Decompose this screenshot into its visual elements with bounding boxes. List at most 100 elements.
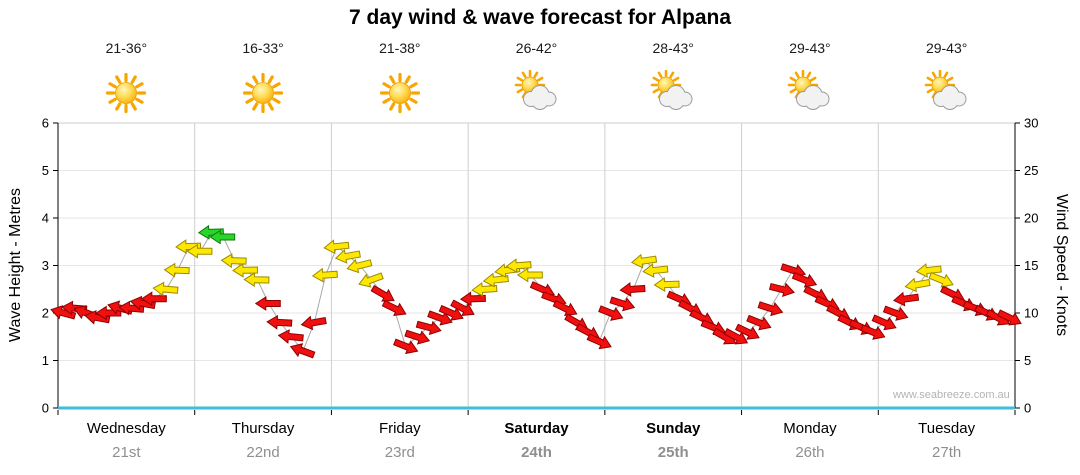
wind-arrow	[860, 324, 886, 340]
sun-cloud-icon	[924, 70, 967, 110]
wind-arrow	[746, 314, 772, 331]
sun-ray	[532, 71, 538, 79]
wind-arrow	[358, 272, 384, 288]
sun-ray	[267, 102, 274, 111]
sun-ray	[794, 71, 800, 79]
temp-range: 26-42°	[515, 40, 558, 56]
wind-arrow	[334, 249, 361, 264]
left-tick-label: 2	[42, 306, 49, 321]
right-tick-label: 0	[1024, 401, 1031, 416]
sun-cloud-icon	[787, 70, 830, 110]
sun-ray	[409, 82, 418, 89]
sun-cloud-icon	[650, 70, 693, 110]
right-tick-label: 10	[1024, 306, 1038, 321]
day-label: Saturday	[504, 420, 569, 437]
temp-range: 28-43°	[652, 40, 694, 56]
sun-ray	[130, 75, 138, 84]
temp-range: 29-43°	[925, 40, 968, 56]
sun-ray	[409, 97, 418, 104]
cloud-puff	[805, 94, 821, 109]
wind-arrow	[642, 263, 669, 278]
wind-arrow	[882, 305, 909, 321]
date-label: 21st	[112, 444, 141, 461]
sun-cloud-icon	[514, 70, 556, 110]
left-tick-label: 0	[42, 401, 49, 416]
wind-arrow	[552, 299, 578, 317]
wind-arrow	[197, 224, 224, 240]
left-tick-label: 1	[42, 353, 49, 368]
date-label: 23rd	[384, 444, 415, 461]
wind-arrow	[516, 267, 543, 283]
wind-arrow	[996, 309, 1022, 326]
wind-arrow	[653, 277, 680, 293]
sun-disc	[115, 82, 138, 104]
sun-ray	[245, 82, 254, 89]
sun-ray	[388, 75, 396, 84]
wind-arrow	[609, 296, 636, 312]
wind-arrow	[163, 262, 190, 278]
sun-ray	[404, 102, 411, 111]
wind-arrow	[186, 243, 213, 259]
sun-ray	[926, 76, 933, 82]
sun-ray	[946, 76, 954, 82]
right-tick-label: 15	[1024, 258, 1038, 273]
sun-ray	[809, 76, 817, 82]
date-label: 22nd	[246, 444, 280, 461]
wind-arrow	[505, 258, 532, 274]
date-label: 25th	[657, 444, 689, 461]
wind-arrow	[266, 314, 293, 330]
wind-arrow	[630, 253, 658, 269]
left-tick-label: 5	[42, 163, 49, 178]
sun-ray	[130, 102, 138, 111]
sun-ray	[135, 82, 144, 89]
wind-arrow	[311, 267, 338, 283]
cloud-puff	[668, 94, 684, 109]
wind-arrow	[904, 277, 931, 293]
wind-arrow	[393, 338, 419, 355]
sun-ray	[115, 75, 122, 84]
date-label: 24th	[521, 444, 552, 461]
wind-arrow	[619, 282, 646, 297]
sun-ray	[652, 76, 660, 82]
sun-ray	[657, 71, 663, 79]
left-tick-label: 3	[42, 258, 49, 273]
right-tick-label: 30	[1024, 116, 1038, 131]
day-label: Sunday	[646, 420, 701, 437]
wind-arrow	[277, 329, 304, 344]
sun-disc	[252, 82, 274, 104]
sun-ray	[943, 71, 948, 79]
sun-ray	[108, 82, 118, 89]
wind-arrow	[791, 272, 818, 288]
sun-ray	[673, 76, 680, 82]
sun-ray	[516, 76, 523, 82]
right-tick-label: 20	[1024, 211, 1038, 226]
day-label: Monday	[783, 420, 837, 437]
left-tick-label: 6	[42, 116, 49, 131]
date-label: 26th	[795, 444, 825, 461]
sun-ray	[652, 88, 660, 94]
sun-ray	[115, 102, 122, 111]
wind-arrow	[415, 320, 442, 336]
wind-arrow	[140, 291, 167, 307]
sun-ray	[388, 102, 396, 111]
sun-ray	[252, 75, 259, 84]
wind-arrow	[734, 323, 760, 340]
wind-arrow	[757, 301, 784, 317]
sun-icon	[379, 72, 420, 114]
wind-arrow	[209, 229, 236, 245]
wind-arrow	[220, 253, 247, 269]
wind-arrow	[50, 305, 77, 320]
sun-icon	[106, 72, 147, 114]
sun-ray	[669, 71, 675, 79]
wind-arrow	[768, 282, 795, 298]
wind-arrow	[871, 314, 897, 331]
right-tick-label: 25	[1024, 163, 1038, 178]
sun-ray	[536, 76, 543, 82]
sun-disc	[388, 82, 411, 104]
day-label: Thursday	[231, 420, 295, 437]
sun-ray	[245, 97, 254, 104]
sun-ray	[272, 97, 281, 104]
wind-arrow	[370, 284, 395, 302]
sun-icon	[242, 72, 284, 114]
